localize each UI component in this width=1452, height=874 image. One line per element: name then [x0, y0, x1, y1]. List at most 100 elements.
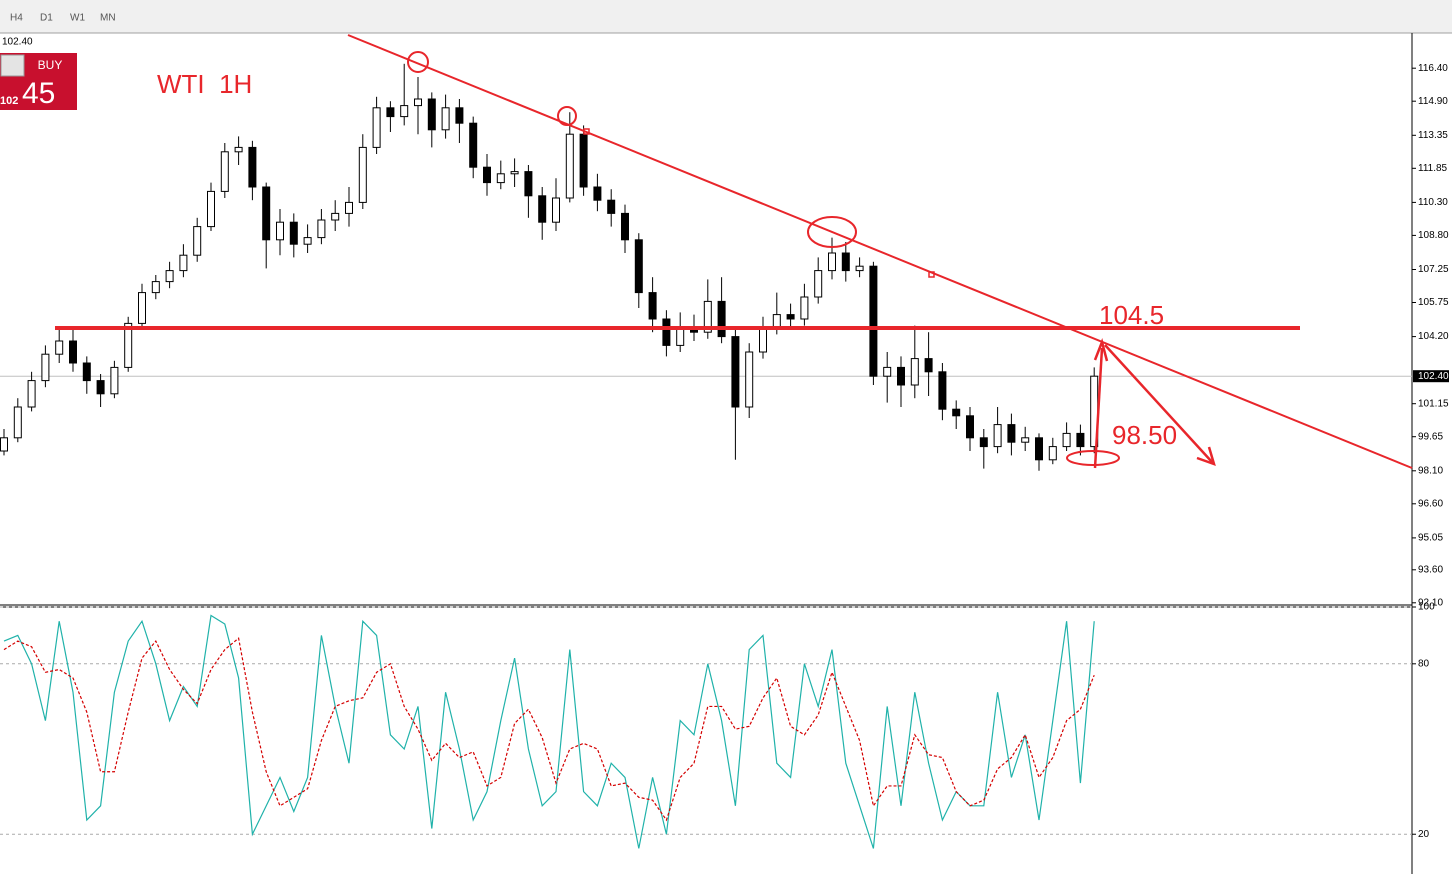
candle-body — [400, 105, 409, 118]
candle-body — [634, 239, 643, 294]
candle-body — [496, 173, 505, 184]
candle-body — [193, 226, 202, 256]
candle-body — [897, 366, 905, 386]
candle-body — [883, 366, 892, 377]
candle-body — [1048, 446, 1057, 461]
candle-body — [96, 380, 105, 395]
arrow-head — [1093, 337, 1109, 362]
arrow-head — [1196, 446, 1216, 466]
candle-body — [427, 98, 436, 131]
highlight-ellipse — [807, 216, 857, 248]
candle-body — [469, 122, 478, 168]
stochastic-line — [3, 614, 1095, 849]
candle-body — [289, 221, 298, 245]
buy-label[interactable]: BUY — [38, 58, 63, 72]
candle-body — [621, 212, 629, 241]
candle-body — [966, 415, 974, 439]
y-tick-label: 107.25 — [1418, 264, 1449, 275]
candle-body — [648, 292, 657, 320]
drawings — [55, 34, 1413, 469]
candle-body — [579, 133, 588, 188]
highlight-ellipse — [1066, 450, 1120, 466]
highlight-circle — [557, 106, 577, 126]
arrow — [1093, 347, 1104, 469]
candle-body — [869, 265, 878, 377]
candle-body — [565, 133, 574, 199]
current-price-label: 102.40 — [1418, 371, 1449, 382]
candle-body — [372, 107, 381, 148]
buy-widget: BUY 102 45 — [0, 53, 77, 110]
candle-body — [731, 336, 740, 408]
candle-body — [27, 380, 36, 408]
stochastic-line — [3, 637, 1095, 822]
y-tick-label: 100 — [1418, 602, 1435, 613]
y-tick-label: 104.20 — [1418, 331, 1449, 342]
candle-body — [717, 300, 726, 338]
sell-button[interactable] — [0, 54, 25, 77]
candle-body — [331, 212, 340, 221]
candle-body — [814, 270, 823, 298]
candle-body — [607, 199, 616, 214]
y-tick-label: 96.60 — [1418, 498, 1443, 509]
candle-body — [110, 366, 119, 395]
candle-body — [165, 270, 174, 283]
top-price: 102.40 — [2, 37, 33, 48]
candle-body — [151, 281, 160, 294]
y-tick-label: 93.60 — [1418, 564, 1443, 575]
candle-body — [248, 146, 257, 188]
y-tick-label: 116.40 — [1418, 63, 1448, 74]
candle-body — [952, 408, 961, 417]
candle-body — [124, 322, 133, 368]
trendline — [347, 34, 1413, 469]
candle-body — [483, 166, 491, 184]
candle-body — [662, 318, 671, 346]
timeframe[interactable]: H4 — [10, 13, 23, 24]
y-tick-label: 111.85 — [1418, 163, 1448, 174]
candle-body — [455, 107, 464, 124]
anchor — [583, 128, 590, 135]
candle-body — [441, 107, 450, 131]
timeframe[interactable]: D1 — [40, 13, 53, 24]
candle-body — [593, 186, 602, 201]
y-tick-label: 20 — [1418, 829, 1430, 840]
candle-body — [1007, 424, 1016, 443]
candle-body — [317, 219, 326, 239]
candle-body — [13, 406, 22, 439]
candle-body — [538, 195, 547, 223]
candle-body — [262, 186, 271, 241]
candle-body — [179, 254, 188, 272]
candle-body — [1062, 432, 1071, 448]
candle-body — [828, 252, 836, 272]
price-big: 102 — [0, 95, 18, 107]
candle-body — [841, 252, 850, 272]
candle-body — [855, 265, 864, 272]
candle-body — [703, 300, 712, 333]
chart-title: WTI 1H — [157, 69, 252, 99]
anchor — [928, 271, 935, 278]
y-tick-label: 105.75 — [1418, 297, 1449, 308]
y-tick-label: 110.30 — [1418, 197, 1448, 208]
candle-body — [745, 351, 754, 408]
y-tick-label: 99.65 — [1418, 431, 1443, 442]
candle-body — [924, 358, 933, 373]
price-plot: 116.40 114.90 113.35 111.85 110.30 108.80 107.… — [0, 63, 1449, 849]
arrow — [1104, 344, 1213, 463]
y-tick-label: 95.05 — [1418, 533, 1443, 544]
candle-body — [759, 327, 767, 353]
candle-body — [772, 314, 781, 329]
timeframe[interactable]: W1 — [70, 13, 85, 24]
y-tick-label: 113.35 — [1418, 130, 1448, 141]
toolbar — [0, 0, 1452, 33]
candle-body — [510, 171, 519, 175]
annotation: 104.5 — [1099, 300, 1164, 330]
candle-body — [207, 190, 215, 228]
candle-body — [303, 237, 312, 245]
timeframe[interactable]: MN — [100, 13, 116, 24]
candle-body — [234, 146, 243, 153]
candle-body — [414, 98, 422, 107]
candle-body — [220, 151, 229, 192]
candle-body — [386, 107, 395, 118]
candle-body — [676, 327, 685, 346]
annotation: 98.50 — [1112, 420, 1177, 450]
